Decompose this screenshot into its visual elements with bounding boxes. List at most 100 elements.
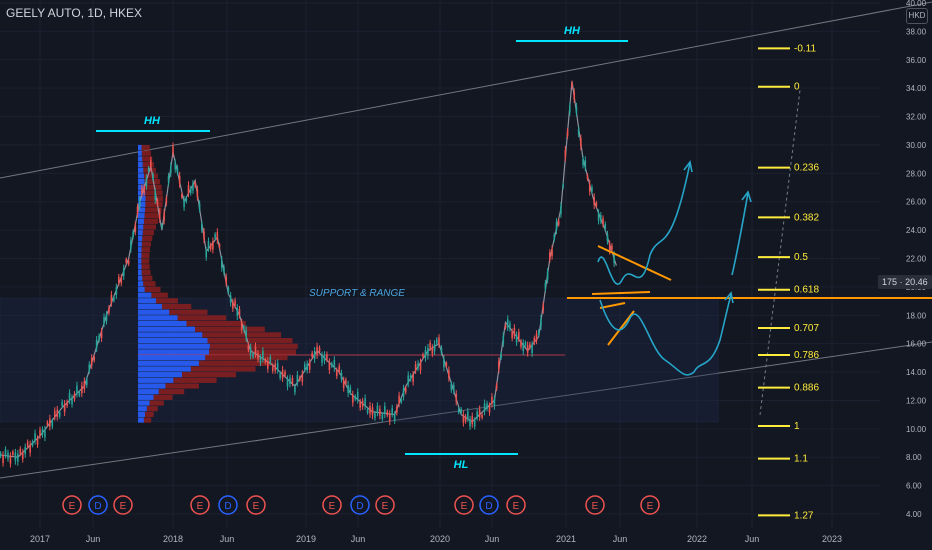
event-marker-earnings[interactable]: E	[640, 495, 660, 515]
event-marker-label: D	[356, 501, 363, 512]
candle-body	[218, 244, 221, 248]
profile-bar-buy	[138, 309, 170, 315]
candle-body	[531, 345, 533, 354]
candle-body	[364, 398, 366, 406]
candle-body	[345, 379, 347, 384]
candle-body	[564, 149, 567, 158]
candle-body	[553, 234, 556, 240]
profile-bar-sell	[145, 201, 163, 207]
candle-body	[71, 397, 73, 405]
candle-body	[303, 364, 306, 370]
profile-bar-sell	[182, 372, 236, 378]
profile-bar-sell	[142, 275, 153, 281]
candle-body	[220, 259, 223, 268]
candle-body	[608, 243, 611, 252]
candle-body	[537, 330, 540, 335]
flag-line-2	[607, 310, 635, 346]
candle-body	[448, 370, 450, 378]
y-tick-label: 32.00	[906, 113, 927, 122]
profile-bar-sell	[144, 179, 160, 185]
candle-body	[183, 199, 185, 208]
candle-body	[321, 355, 323, 363]
candle-body	[73, 393, 76, 400]
candle-body	[462, 414, 465, 423]
profile-bar-buy	[138, 247, 142, 253]
profile-bar-buy	[138, 286, 145, 293]
event-marker-earnings[interactable]: E	[506, 495, 526, 515]
event-marker-label: E	[513, 501, 520, 512]
event-marker-dividend[interactable]: D	[479, 495, 499, 515]
profile-bar-buy	[138, 252, 142, 258]
event-marker-earnings[interactable]: E	[585, 495, 605, 515]
event-marker-dividend[interactable]: D	[218, 495, 238, 515]
time-axis[interactable]: 2017 Jun 2018 Jun 2019 Jun 2020 Jun 2021 Jun 2022 J…	[30, 534, 842, 544]
candle-body	[240, 322, 243, 330]
event-marker-earnings[interactable]: E	[375, 495, 395, 515]
x-tick-label: 2022	[687, 534, 707, 544]
profile-bar-sell	[153, 394, 173, 400]
event-marker-dividend[interactable]: D	[350, 495, 370, 515]
candle-body	[141, 187, 143, 194]
y-tick-label: 38.00	[906, 27, 927, 36]
profile-bar-buy	[138, 207, 146, 213]
profile-bar-sell	[143, 173, 158, 179]
drawings: HH HH HL	[96, 25, 932, 471]
event-marker-earnings[interactable]: E	[322, 495, 342, 515]
candle-body	[506, 319, 509, 328]
candle-body	[551, 248, 553, 257]
profile-bar-buy	[138, 173, 144, 179]
projection-arrow-head-3	[724, 291, 734, 304]
event-marker-ring	[479, 495, 499, 515]
candle-body	[138, 199, 141, 208]
event-marker-ring	[322, 495, 342, 515]
event-marker-earnings[interactable]: E	[62, 495, 82, 515]
candle-body	[471, 416, 474, 424]
profile-bar-buy	[138, 150, 142, 156]
event-marker-label: E	[120, 501, 127, 512]
candle-body	[286, 379, 289, 387]
price-axis[interactable]: 4.00 6.00 8.00 10.00 12.00 14.00 16.00 18.00 20.…	[906, 0, 927, 519]
candle-body	[9, 456, 12, 464]
candle-body	[533, 338, 536, 343]
candle-body	[349, 387, 352, 393]
candle-body	[294, 386, 296, 393]
candle-body	[120, 277, 123, 284]
candle-body	[452, 385, 455, 392]
profile-bar-buy	[138, 355, 206, 361]
candle-body	[435, 339, 438, 344]
profile-bar-buy	[138, 161, 143, 168]
candle-body	[483, 403, 486, 412]
candle-body	[555, 222, 558, 231]
event-marker-earnings[interactable]: E	[113, 495, 133, 515]
candle-body	[165, 198, 168, 204]
profile-bar-sell	[145, 184, 162, 190]
event-marker-label: E	[69, 501, 76, 512]
event-marker-label: D	[94, 501, 101, 512]
candle-body	[457, 408, 460, 413]
candle-body	[591, 187, 593, 192]
candle-body	[549, 252, 551, 260]
candle-body	[518, 332, 520, 339]
profile-bar-buy	[138, 326, 196, 332]
profile-bar-buy	[138, 315, 178, 321]
candle-body	[443, 359, 445, 368]
event-marker-earnings[interactable]: E	[454, 495, 474, 515]
candle-body	[36, 438, 39, 445]
event-marker-dividend[interactable]: D	[88, 495, 108, 515]
y-tick-label: 4.00	[906, 510, 922, 519]
event-marker-earnings[interactable]: E	[246, 495, 266, 515]
candle-body	[14, 452, 17, 461]
candle-body	[130, 240, 132, 249]
candle-body	[571, 82, 573, 88]
event-marker-earnings[interactable]: E	[190, 495, 210, 515]
candle-body	[588, 183, 591, 192]
currency-badge[interactable]: HKD	[906, 8, 928, 24]
candle-body	[269, 357, 272, 363]
candle-body	[245, 329, 247, 338]
candle-body	[41, 429, 44, 435]
profile-bar-sell	[141, 252, 150, 258]
candle-body	[98, 335, 100, 341]
candle-body	[440, 347, 443, 353]
candle-body	[150, 160, 152, 168]
